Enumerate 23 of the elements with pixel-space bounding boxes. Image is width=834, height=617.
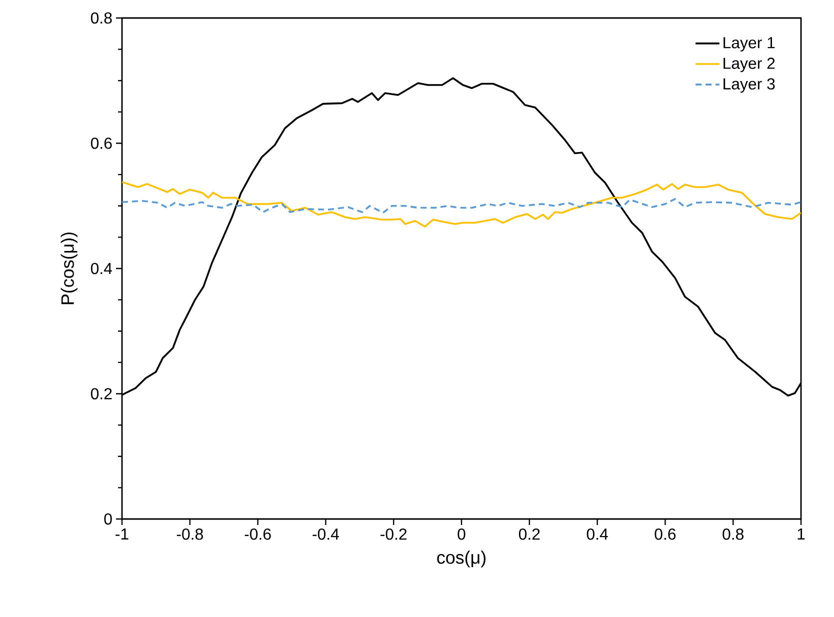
y-tick-label: 0: [104, 513, 112, 525]
legend-label: Layer 3: [724, 78, 775, 93]
x-axis-title: cos(μ): [437, 550, 486, 568]
x-tick-label: 0: [458, 528, 466, 540]
x-tick-label: -0.8: [176, 528, 203, 540]
x-tick-label: -0.2: [380, 528, 407, 540]
x-tick-label: 0.4: [586, 528, 608, 540]
y-tick-label: 0.8: [90, 12, 112, 24]
line-series: [122, 198, 802, 214]
legend-label: Layer 2: [724, 58, 775, 72]
x-tick-label: 1: [798, 528, 805, 540]
x-tick-label: 0.8: [722, 528, 744, 540]
legend-label: Layer 1: [724, 37, 775, 52]
y-tick-label: 0.4: [90, 262, 112, 274]
y-axis-title: P(cos(μ)): [60, 232, 78, 304]
x-tick-label: -0.4: [312, 528, 339, 540]
x-tick-label: -0.6: [244, 528, 271, 540]
x-tick-label: 0.6: [654, 528, 676, 540]
x-tick-label: 0.2: [518, 528, 540, 540]
x-tick-label: -1: [116, 528, 128, 540]
y-tick-label: 0.6: [90, 138, 112, 149]
y-tick-label: 0.2: [90, 388, 112, 400]
line-series: [122, 181, 802, 228]
